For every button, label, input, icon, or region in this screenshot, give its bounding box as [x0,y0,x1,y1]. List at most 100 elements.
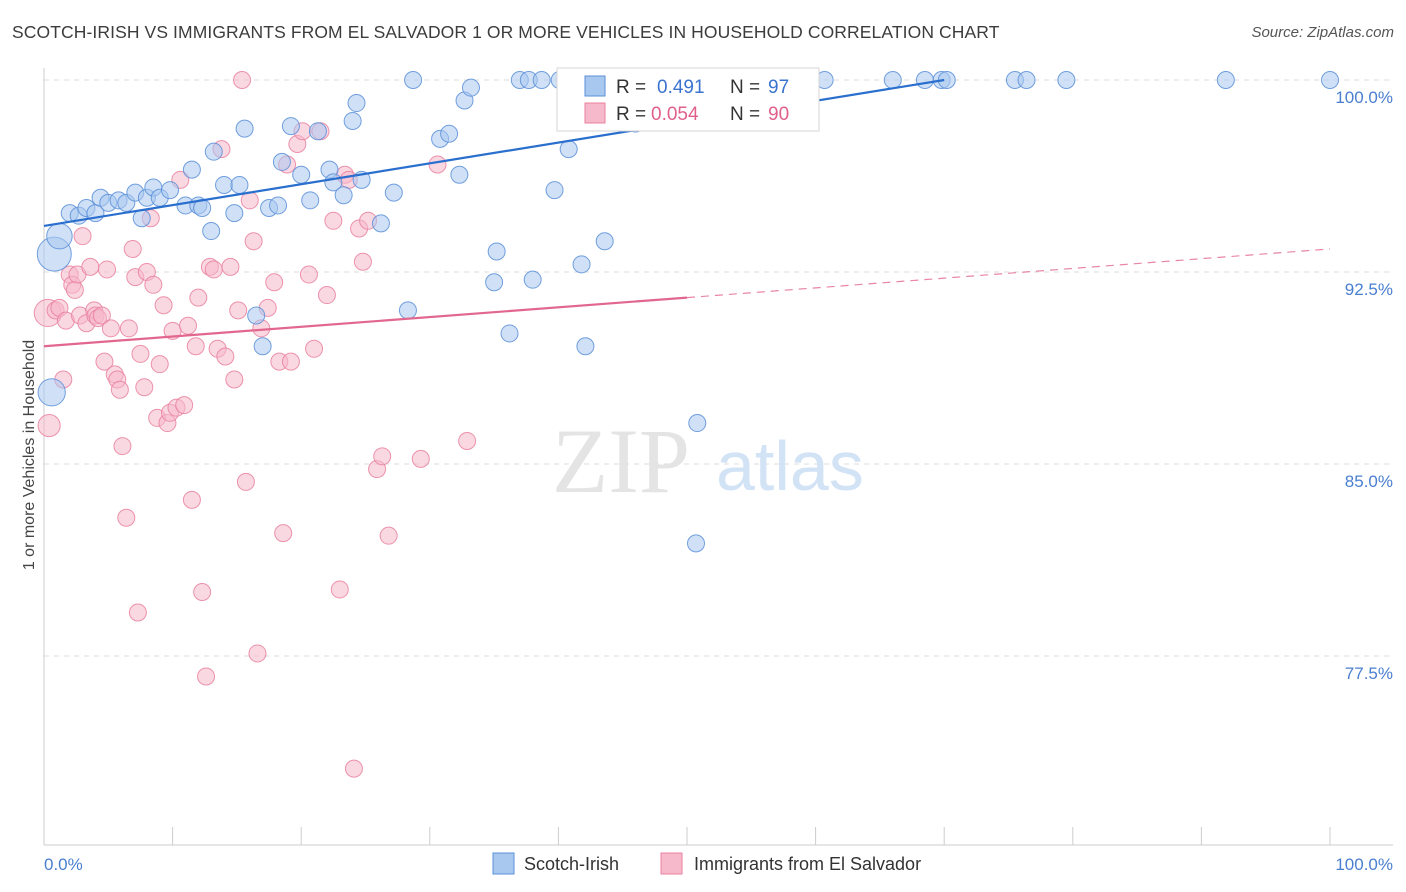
pink-point-51 [204,260,223,279]
pink-point-17 [92,306,111,325]
pink-point-62 [248,644,267,663]
watermark-zip: ZIP [552,410,690,512]
pink-point-45 [182,490,201,509]
pink-point-34 [144,275,163,294]
pink-point-89 [458,431,477,450]
pink-point-44 [179,316,198,335]
pink-point-30 [131,344,150,363]
pink-point-56 [225,370,244,389]
pink-point-11 [73,227,92,246]
pink-trend-extension [686,248,1331,299]
blue-point-48 [450,165,469,184]
blue-point-58 [545,181,564,200]
legend-label-pink: Immigrants from El Salvador [694,854,921,874]
blue-point-52 [487,242,506,261]
blue-point-31 [272,152,291,171]
pink-point-27 [123,239,142,258]
stats-r-label-blue: R = [616,77,646,98]
blue-point-60 [559,140,578,159]
source-credit: Source: ZipAtlas.com [1251,24,1394,41]
blue-point-51 [485,273,504,292]
blue-point-24 [225,204,244,223]
axes [43,68,1393,846]
pink-point-48 [193,583,212,601]
pink-point-31 [135,378,154,397]
blue-point-35 [308,122,327,141]
blue-point-39 [343,111,362,130]
pink-point-54 [216,347,235,366]
pink-point-49 [197,667,216,686]
pink-point-76 [324,211,343,230]
pink-point-88 [428,155,447,174]
pink-trend-line [43,296,688,348]
blue-point-93 [1057,71,1076,89]
blue-point-22 [204,142,223,161]
blue-point-1 [46,222,73,250]
blue-point-50 [461,78,480,97]
y-axis-label: 1 or more Vehicles in Household [21,340,38,570]
pink-point-87 [411,449,430,468]
stats-n-label-blue: N = [730,77,760,98]
blue-point-30 [269,196,288,215]
pink-point-82 [353,252,372,271]
blue-point-40 [347,94,366,113]
blue-point-2 [37,378,66,407]
stats-swatch-pink [584,102,606,124]
blue-point-16 [161,181,180,200]
blue-point-27 [247,306,266,325]
blue-point-88 [915,71,934,89]
stats-r-label-pink: R = [616,104,646,125]
blue-point-33 [292,165,311,184]
pink-point-24 [113,437,132,456]
stats-box: R = 0.491 N = 97 R = 0.054 N = 90 [556,67,820,132]
pink-point-57 [229,301,248,320]
blue-point-47 [440,124,459,143]
blue-point-56 [523,270,542,289]
chart-title: SCOTCH-IRISH VS IMMIGRANTS FROM EL SALVA… [12,22,1000,42]
stats-swatch-blue [584,75,606,97]
blue-point-32 [281,117,300,136]
pink-point-80 [344,759,363,778]
x-tick-label-1: 100.0% [1335,855,1393,874]
pink-point-86 [379,526,398,545]
pink-point-13 [81,257,100,276]
grid-lines [44,79,1390,657]
pink-point-55 [221,257,240,276]
blue-point-53 [500,324,519,343]
pink-point-43 [175,396,194,415]
pink-point-25 [117,508,136,527]
blue-point-38 [334,186,353,205]
stats-n-value-blue: 97 [768,77,789,98]
pink-point-37 [154,296,173,315]
y-tick-label-3: 77.5% [1345,664,1393,683]
blue-point-34 [301,191,320,210]
blue-point-96 [687,534,706,553]
y-tick-label-1: 92.5% [1345,280,1393,299]
stats-n-label-pink: N = [730,104,760,125]
blue-point-25 [230,175,249,194]
blue-point-75 [688,414,707,433]
pink-point-72 [299,265,318,284]
blue-point-12 [132,209,151,228]
pink-point-26 [119,319,138,338]
pink-point-29 [128,603,147,622]
pink-point-8 [65,280,84,299]
legend-label-blue: Scotch-Irish [524,854,619,874]
blue-point-21 [202,222,221,241]
legend-swatch-blue [492,852,515,875]
blue-point-45 [404,71,423,89]
pink-point-85 [373,447,392,466]
pink-point-77 [330,580,349,599]
blue-point-57 [532,71,551,89]
blue-point-64 [595,232,614,251]
stats-n-value-pink: 90 [768,104,789,125]
blue-point-28 [253,337,272,356]
legend: Scotch-Irish Immigrants from El Salvador [492,852,921,875]
y-tick-labels: 100.0% 92.5% 85.0% 77.5% [1335,88,1393,683]
pink-point-69 [281,352,300,371]
blue-point-95 [1321,71,1339,89]
blue-point-26 [235,119,254,138]
stats-r-value-blue: 0.491 [657,77,705,98]
pink-point-58 [233,71,252,89]
